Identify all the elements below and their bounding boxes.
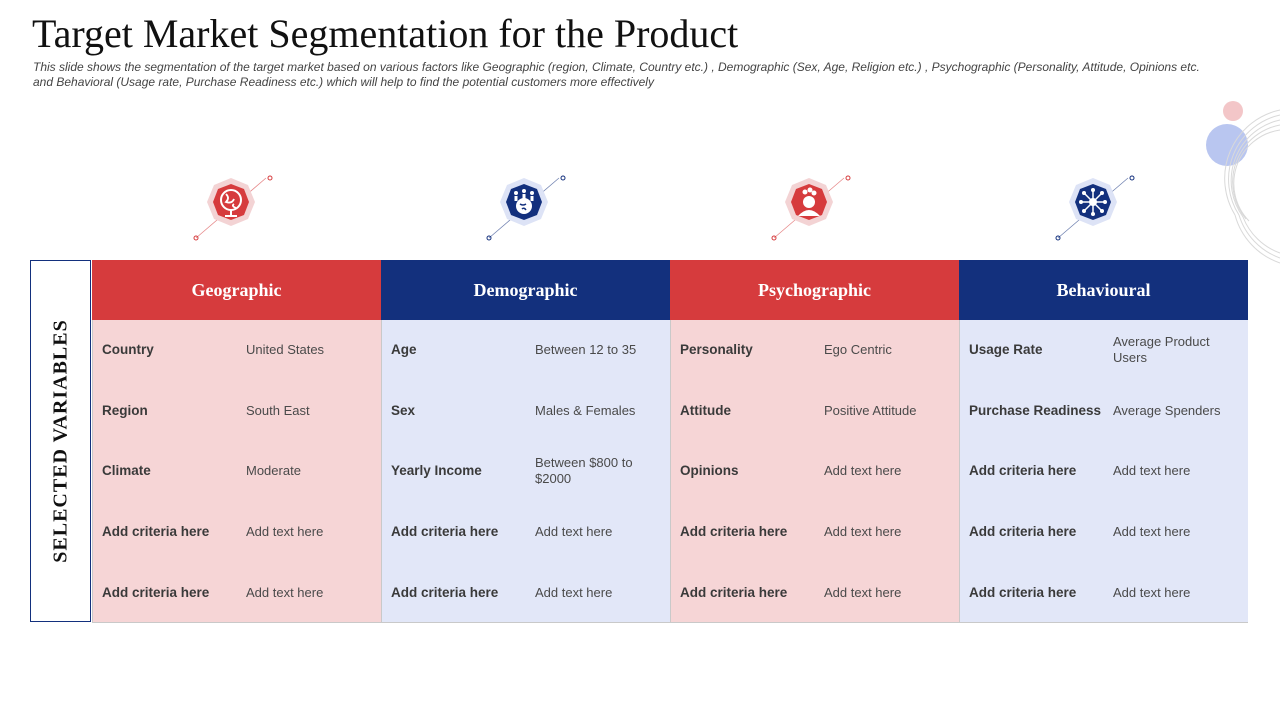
column-header: Demographic [381,260,670,320]
decorative-circles [1206,101,1280,264]
criteria-value: Add text here [246,524,324,540]
table-row: Add criteria here Add text here [671,562,959,623]
column-body: Country United States Region South East Cl… [92,320,381,623]
criteria-value: United States [246,342,325,358]
table-row: Add criteria here Add text here [671,502,959,563]
column-geographic: Geographic Country United States Region So… [92,260,381,623]
criteria-label: Add criteria here [391,524,499,540]
table-row: Add criteria here Add text here [960,441,1248,502]
criteria-label: Add criteria here [102,524,210,540]
table-row: Usage Rate Average Product Users [960,320,1248,381]
table-row: Add criteria here Add text here [93,562,381,623]
criteria-value: Between 12 to 35 [535,342,637,358]
selected-variables-sidebar: SELECTED VARIABLES [30,260,91,622]
criteria-value: Add text here [1113,584,1191,600]
table-row: Climate Moderate [93,441,381,502]
criteria-label: Personality [680,342,753,358]
criteria-label: Region [102,402,148,418]
criteria-label: Add criteria here [969,463,1077,479]
criteria-value: Add text here [824,524,902,540]
column-body: Personality Ego Centric Attitude Positive … [670,320,959,623]
criteria-label: Add criteria here [680,524,788,540]
column-behavioural: Behavioural Usage Rate Average Product Us… [959,260,1248,623]
criteria-label: Yearly Income [391,463,482,479]
criteria-value: Positive Attitude [824,402,917,418]
criteria-value: South East [246,402,310,418]
criteria-label: Attitude [680,402,731,418]
table-row: Purchase Readiness Average Spenders [960,381,1248,442]
table-row: Opinions Add text here [671,441,959,502]
behaviour-network-icon [1055,175,1135,241]
column-body: Age Between 12 to 35 Sex Males & Females Y… [381,320,670,623]
criteria-label: Purchase Readiness [969,402,1102,418]
slide-title: Target Market Segmentation for the Produ… [32,11,739,56]
table-row: Add criteria here Add text here [93,502,381,563]
column-header: Geographic [92,260,381,320]
table-row: Add criteria here Add text here [960,562,1248,623]
table-row: Yearly Income Between $800 to $2000 [382,441,670,502]
column-demographic: Demographic Age Between 12 to 35 Sex Males… [381,260,670,623]
criteria-value: Add text here [246,584,324,600]
table-row: Add criteria here Add text here [382,502,670,563]
criteria-label: Country [102,342,154,358]
criteria-label: Climate [102,463,151,479]
criteria-value: Moderate [246,463,301,479]
criteria-value: Add text here [824,584,902,600]
criteria-label: Add criteria here [969,584,1077,600]
criteria-value: Add text here [1113,463,1191,479]
criteria-value: Between $800 to $2000 [535,455,633,487]
criteria-label: Add criteria here [102,584,210,600]
criteria-label: Add criteria here [969,524,1077,540]
person-mind-icon [771,175,851,241]
criteria-label: Add criteria here [391,584,499,600]
criteria-value: Add text here [824,463,902,479]
column-psychographic: Psychographic Personality Ego Centric Att… [670,260,959,623]
criteria-label: Add criteria here [680,584,788,600]
column-body: Usage Rate Average Product Users Purchase… [959,320,1248,623]
criteria-label: Usage Rate [969,342,1043,358]
table-row: Add criteria here Add text here [960,502,1248,563]
criteria-value: Ego Centric [824,342,892,358]
sidebar-label: SELECTED VARIABLES [49,319,71,563]
column-header: Behavioural [959,260,1248,320]
table-row: Age Between 12 to 35 [382,320,670,381]
criteria-label: Sex [391,402,416,418]
criteria-label: Age [391,342,417,358]
criteria-value: Add text here [535,524,613,540]
table-row: Add criteria here Add text here [382,562,670,623]
globe-icon [193,175,273,241]
criteria-value: Average Spenders [1113,402,1221,418]
column-header: Psychographic [670,260,959,320]
criteria-value: Average Product Users [1113,334,1210,366]
criteria-value: Add text here [535,584,613,600]
people-globe-icon [486,175,566,241]
table-row: Region South East [93,381,381,442]
table-row: Sex Males & Females [382,381,670,442]
criteria-value: Add text here [1113,524,1191,540]
table-row: Personality Ego Centric [671,320,959,381]
criteria-value: Males & Females [535,402,636,418]
slide-subtitle: This slide shows the segmentation of the… [33,60,1200,89]
table-row: Attitude Positive Attitude [671,381,959,442]
criteria-label: Opinions [680,463,739,479]
table-row: Country United States [93,320,381,381]
